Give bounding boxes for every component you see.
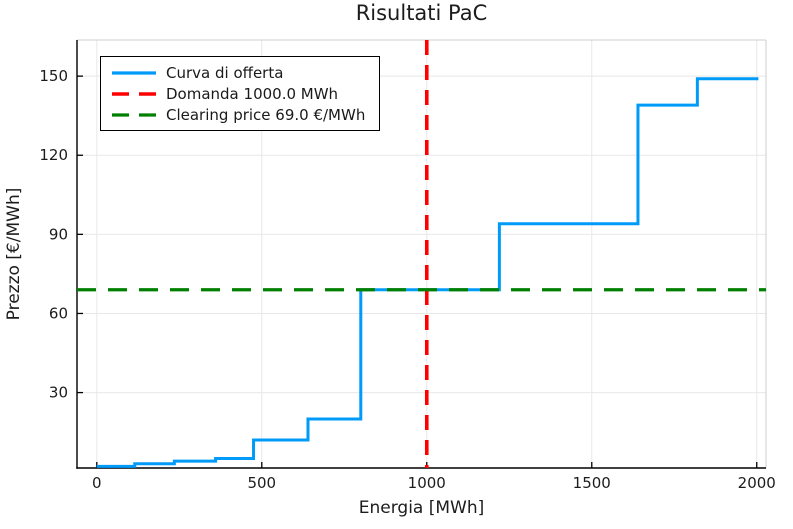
legend-item-supply: Curva di offerta [111, 62, 365, 83]
x-tick-label: 1000 [408, 474, 446, 492]
legend-item-clearing: Clearing price 69.0 €/MWh [111, 104, 365, 125]
y-tick-label: 60 [49, 304, 68, 322]
legend-label-supply: Curva di offerta [166, 63, 284, 82]
x-tick-label: 0 [92, 474, 102, 492]
legend-item-demand: Domanda 1000.0 MWh [111, 83, 365, 104]
x-tick-label: 2000 [738, 474, 776, 492]
y-tick-label: 30 [49, 384, 68, 402]
clearing-line-swatch-icon [112, 112, 156, 117]
chart-title: Risultati PaC [355, 1, 488, 25]
legend-label-clearing: Clearing price 69.0 €/MWh [166, 105, 366, 124]
supply-curve-swatch-icon [112, 70, 156, 75]
y-tick-label: 150 [39, 67, 68, 85]
x-tick-label: 500 [247, 474, 276, 492]
y-tick-label: 90 [49, 225, 68, 243]
supply-curve [96, 77, 759, 468]
demand-line-swatch-icon [112, 91, 156, 96]
x-tick-label: 1500 [573, 474, 611, 492]
y-axis-label: Prezzo [€/MWh] [4, 187, 24, 321]
x-axis-label: Energia [MWh] [358, 498, 485, 518]
legend: Curva di offerta Domanda 1000.0 MWh Clea… [100, 56, 381, 131]
y-tick-label: 120 [39, 146, 68, 164]
legend-label-demand: Domanda 1000.0 MWh [166, 84, 339, 103]
